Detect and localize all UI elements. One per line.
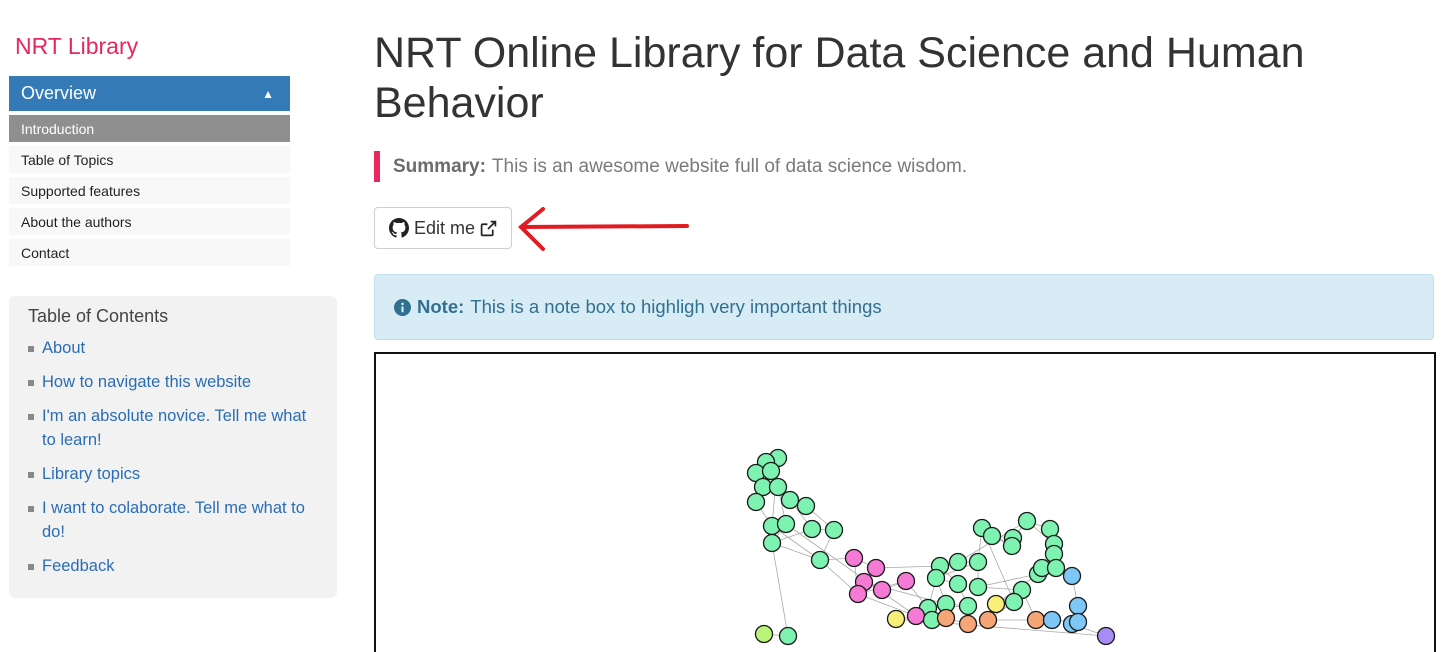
triangle-up-icon[interactable]: ▲ [262,86,274,101]
network-edge [771,525,821,561]
sidebar-item-supported-features[interactable]: Supported features [9,177,290,208]
network-edge [875,565,941,569]
network-edge [857,593,917,617]
network-node [768,477,788,497]
network-node [1026,610,1046,630]
network-node [958,596,978,616]
network-node [872,580,892,600]
summary-callout: Summary: This is an awesome website full… [374,151,967,182]
info-circle-icon [394,298,411,316]
network-node [986,594,1006,614]
network-node [776,514,796,534]
network-node [1002,536,1022,556]
toc-link-library-topics[interactable]: Library topics [28,462,319,486]
network-edge [771,542,789,637]
toc-title: Table of Contents [28,306,169,326]
network-node [796,496,816,516]
network-figure [374,352,1436,652]
network-node [896,571,916,591]
toc-link-novice[interactable]: I'm an absolute novice. Tell me what to … [28,404,319,452]
network-node [1068,596,1088,616]
network-node [1042,610,1062,630]
sidebar-item-label: Table of Topics [21,151,114,168]
network-node [824,520,844,540]
site-brand[interactable]: NRT Library [15,33,139,59]
network-node [1017,511,1037,531]
note-label: Note: [417,296,465,317]
toc-link-feedback[interactable]: Feedback [28,554,319,578]
network-node [761,461,781,481]
network-node [802,519,822,539]
summary-text: This is an awesome website full of data … [491,155,968,177]
toc-link-navigate[interactable]: How to navigate this website [28,370,319,394]
network-node [926,568,946,588]
sidebar-item-contact[interactable]: Contact [9,239,290,270]
network-node [810,550,830,570]
network-edge [785,523,917,617]
nav-section-label: Overview [21,83,97,103]
sidebar-nav: Overview ▲ Introduction Table of Topics … [9,76,290,270]
network-node [968,552,988,572]
sidebar-item-label: Supported features [21,182,141,199]
note-box: Note: This is a note box to highligh ver… [374,274,1434,340]
network-node [1068,612,1088,632]
network-node [968,577,988,597]
network-node [982,526,1002,546]
network-node [906,606,926,626]
network-node [1004,592,1024,612]
edit-me-button[interactable]: Edit me [374,207,512,249]
network-node [844,548,864,568]
network-node [848,584,868,604]
network-node [948,552,968,572]
network-node [780,490,800,510]
sidebar-item-introduction[interactable]: Introduction [9,115,290,146]
nav-section-overview[interactable]: Overview ▲ [9,76,290,111]
sidebar-item-about-the-authors[interactable]: About the authors [9,208,290,239]
network-node [778,626,798,646]
annotation-arrow-icon [518,207,689,251]
page-title: NRT Online Library for Data Science and … [374,29,1305,127]
network-node [866,558,886,578]
edit-me-label: Edit me [413,217,476,238]
network-node [1062,566,1082,586]
toc-link-colaborate[interactable]: I want to colaborate. Tell me what to do… [28,496,319,544]
toc-link-about[interactable]: About [28,336,319,360]
network-node [1096,626,1116,646]
note-text: This is a note box to highligh very impo… [470,296,882,317]
network-node [886,609,906,629]
network-node [1046,558,1066,578]
network-node [1040,519,1060,539]
network-node [762,533,782,553]
sidebar-item-label: Contact [21,244,70,261]
network-node [936,608,956,628]
table-of-contents: Table of Contents About How to navigate … [9,296,337,598]
network-node [958,614,978,634]
network-graph-image [746,448,1116,646]
github-icon [388,218,409,238]
network-node [754,624,774,644]
sidebar-item-label: About the authors [21,213,132,230]
external-link-icon [480,220,497,236]
network-node [978,610,998,630]
summary-label: Summary: [393,155,486,177]
network-node [948,574,968,594]
sidebar-item-label: Introduction [21,120,95,137]
network-edge [977,573,1039,588]
network-node [746,492,766,512]
sidebar-item-table-of-topics[interactable]: Table of Topics [9,146,290,177]
